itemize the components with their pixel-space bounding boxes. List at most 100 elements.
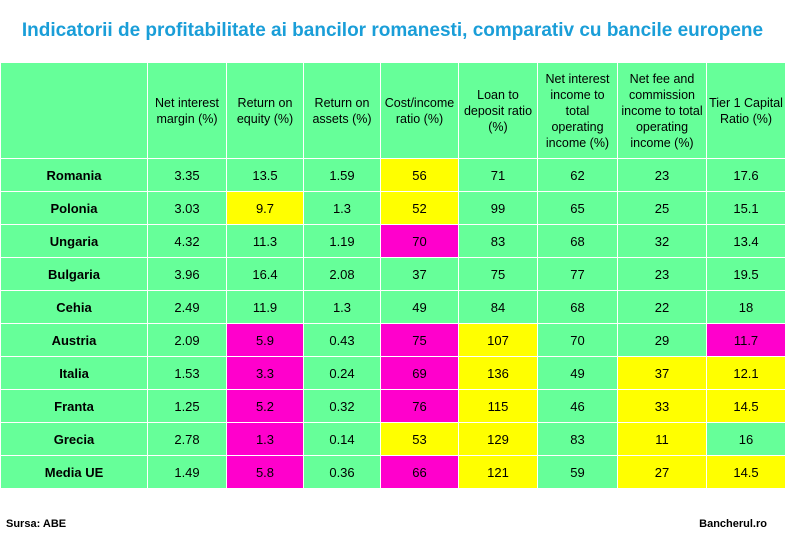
data-cell: 2.08 [303,257,381,291]
row-label: Romania [0,158,148,192]
header-corner-cell [0,62,148,159]
data-cell: 76 [380,389,459,423]
data-cell: 77 [537,257,618,291]
table-row: Media UE 1.49 5.8 0.36 66 121 59 27 14.5 [0,455,785,489]
data-cell: 62 [537,158,618,192]
table-row: Italia 1.53 3.3 0.24 69 136 49 37 12.1 [0,356,785,390]
data-cell: 1.49 [147,455,227,489]
data-cell: 68 [537,224,618,258]
data-cell: 1.3 [303,191,381,225]
data-cell: 0.43 [303,323,381,357]
data-cell: 99 [458,191,538,225]
data-cell: 32 [617,224,707,258]
row-label: Polonia [0,191,148,225]
data-cell: 29 [617,323,707,357]
data-cell: 56 [380,158,459,192]
data-cell: 2.49 [147,290,227,324]
data-cell: 59 [537,455,618,489]
table-row: Cehia 2.49 11.9 1.3 49 84 68 22 18 [0,290,785,324]
data-cell: 83 [537,422,618,456]
row-label: Cehia [0,290,148,324]
data-cell: 13.4 [706,224,785,258]
data-cell: 16.4 [226,257,304,291]
data-cell: 3.3 [226,356,304,390]
row-label: Franta [0,389,148,423]
table-body: Net interest margin (%) Return on equity … [0,62,785,489]
data-cell: 1.3 [226,422,304,456]
table-row: Polonia 3.03 9.7 1.3 52 99 65 25 15.1 [0,191,785,225]
column-header: Net interest income to total operating i… [537,62,618,159]
data-cell: 75 [380,323,459,357]
data-cell: 13.5 [226,158,304,192]
data-cell: 1.19 [303,224,381,258]
data-cell: 121 [458,455,538,489]
row-label: Grecia [0,422,148,456]
column-header: Loan to deposit ratio (%) [458,62,538,159]
data-cell: 46 [537,389,618,423]
table-row: Franta 1.25 5.2 0.32 76 115 46 33 14.5 [0,389,785,423]
data-cell: 5.9 [226,323,304,357]
data-cell: 22 [617,290,707,324]
data-cell: 3.96 [147,257,227,291]
data-cell: 65 [537,191,618,225]
data-cell: 33 [617,389,707,423]
data-cell: 71 [458,158,538,192]
data-cell: 4.32 [147,224,227,258]
brand-label: Bancherul.ro [699,518,767,530]
data-cell: 14.5 [706,389,785,423]
data-cell: 68 [537,290,618,324]
data-cell: 3.35 [147,158,227,192]
column-header: Tier 1 Capital Ratio (%) [706,62,785,159]
data-cell: 0.36 [303,455,381,489]
data-cell: 115 [458,389,538,423]
data-cell: 37 [380,257,459,291]
data-cell: 2.09 [147,323,227,357]
data-cell: 12.1 [706,356,785,390]
data-cell: 129 [458,422,538,456]
data-cell: 66 [380,455,459,489]
data-cell: 2.78 [147,422,227,456]
data-cell: 70 [537,323,618,357]
data-cell: 11.7 [706,323,785,357]
row-label: Austria [0,323,148,357]
data-cell: 1.59 [303,158,381,192]
data-cell: 1.3 [303,290,381,324]
source-note: Sursa: ABE [6,518,67,530]
data-cell: 17.6 [706,158,785,192]
data-cell: 53 [380,422,459,456]
data-cell: 1.25 [147,389,227,423]
data-cell: 107 [458,323,538,357]
table-row: Ungaria 4.32 11.3 1.19 70 83 68 32 13.4 [0,224,785,258]
data-cell: 11 [617,422,707,456]
data-cell: 49 [537,356,618,390]
data-cell: 9.7 [226,191,304,225]
column-header: Net fee and commission income to total o… [617,62,707,159]
table-row: Austria 2.09 5.9 0.43 75 107 70 29 11.7 [0,323,785,357]
data-cell: 23 [617,257,707,291]
data-cell: 19.5 [706,257,785,291]
column-header: Cost/income ratio (%) [380,62,459,159]
column-header: Return on assets (%) [303,62,381,159]
data-cell: 0.32 [303,389,381,423]
data-cell: 5.8 [226,455,304,489]
data-cell: 69 [380,356,459,390]
data-cell: 3.03 [147,191,227,225]
row-label: Bulgaria [0,257,148,291]
row-label: Media UE [0,455,148,489]
profitability-table: Net interest margin (%) Return on equity … [0,62,785,489]
data-cell: 49 [380,290,459,324]
data-cell: 84 [458,290,538,324]
data-cell: 70 [380,224,459,258]
chart-title: Indicatorii de profitabilitate ai bancil… [21,20,764,41]
data-cell: 27 [617,455,707,489]
data-cell: 0.14 [303,422,381,456]
row-label: Italia [0,356,148,390]
data-cell: 25 [617,191,707,225]
data-cell: 83 [458,224,538,258]
data-cell: 11.9 [226,290,304,324]
data-cell: 14.5 [706,455,785,489]
data-cell: 5.2 [226,389,304,423]
data-cell: 37 [617,356,707,390]
table-row: Bulgaria 3.96 16.4 2.08 37 75 77 23 19.5 [0,257,785,291]
data-cell: 0.24 [303,356,381,390]
